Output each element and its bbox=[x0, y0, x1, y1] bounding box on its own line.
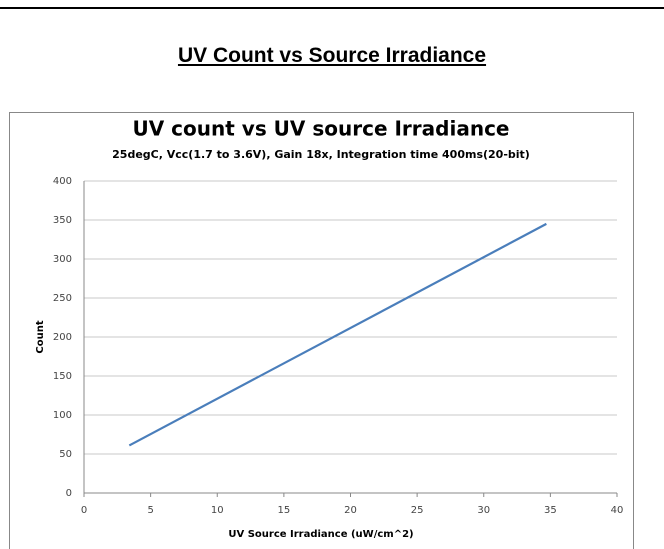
x-tick-label: 35 bbox=[544, 505, 557, 516]
y-tick-label: 400 bbox=[53, 176, 72, 187]
y-tick-label: 150 bbox=[53, 371, 72, 382]
y-tick-label: 100 bbox=[53, 410, 72, 421]
x-tick-label: 10 bbox=[211, 505, 224, 516]
y-tick-label: 50 bbox=[59, 449, 72, 460]
x-tick-label: 15 bbox=[278, 505, 291, 516]
top-rule bbox=[0, 7, 664, 9]
y-tick-label: 0 bbox=[66, 488, 72, 499]
x-tick-label: 20 bbox=[344, 505, 357, 516]
x-tick-label: 30 bbox=[477, 505, 490, 516]
chart-title: UV count vs UV source Irradiance bbox=[133, 117, 510, 141]
data-line bbox=[128, 222, 547, 447]
y-tick-label: 250 bbox=[53, 293, 72, 304]
x-tick-label: 40 bbox=[611, 505, 624, 516]
y-tick-label: 200 bbox=[53, 332, 72, 343]
x-tick-label: 5 bbox=[147, 505, 153, 516]
y-tick-label: 350 bbox=[53, 215, 72, 226]
heading: UV Count vs Source Irradiance bbox=[177, 44, 487, 67]
x-tick-label: 0 bbox=[81, 505, 87, 516]
chart-frame bbox=[9, 112, 634, 549]
chart-subtitle: 25degC, Vcc(1.7 to 3.6V), Gain 18x, Inte… bbox=[112, 148, 530, 161]
x-axis-label: UV Source Irradiance (uW/cm^2) bbox=[228, 529, 413, 540]
y-axis-label: Count bbox=[35, 320, 46, 353]
y-tick-label: 300 bbox=[53, 254, 72, 265]
x-tick-label: 25 bbox=[411, 505, 424, 516]
